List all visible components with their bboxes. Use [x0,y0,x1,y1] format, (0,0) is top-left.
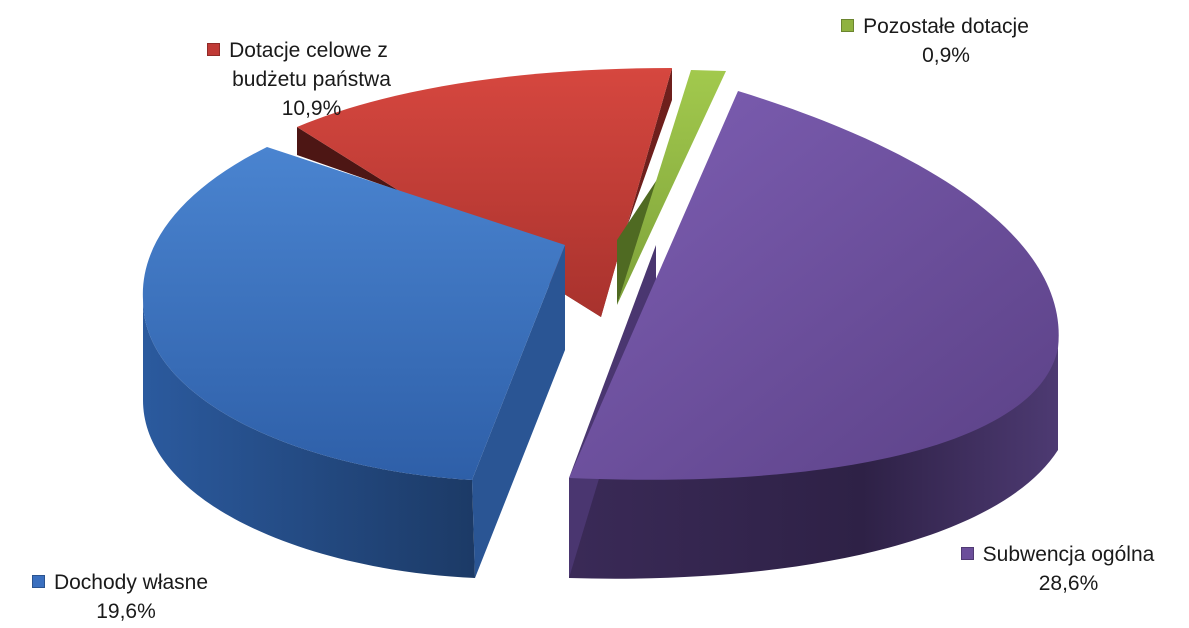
slice-dochody-wlasne-side-right [472,245,565,578]
slice-pozostale-dotacje [617,70,726,305]
label-dochody-wlasne-row: Dochody własne [0,568,240,597]
slice-pozostale-dotacje-top [617,70,726,305]
label-pozostale-dotacje: Pozostałe dotacje 0,9% [770,12,1100,70]
legend-marker-red [207,43,221,56]
label-subwencja-ogolna-text: Subwencja ogólna [982,543,1155,566]
label-dotacje-celowe: Dotacje celowe z budżetu państwa 10,9% [120,36,475,123]
label-dotacje-celowe-value: 10,9% [281,97,342,120]
legend-marker-purple [960,547,974,560]
label-pozostale-dotacje-value: 0,9% [922,44,970,67]
label-subwencja-ogolna-row: Subwencja ogólna [930,540,1185,569]
label-pozostale-dotacje-text: Pozostałe dotacje [863,15,1029,38]
slice-dochody-wlasne-top [142,147,565,480]
label-pozostale-dotacje-row: Pozostałe dotacje [770,12,1100,41]
slice-dochody-wlasne-side [143,300,475,578]
slice-dotacje-celowe-top [297,68,672,317]
label-subwencja-ogolna-value: 28,6% [1038,572,1099,595]
slice-subwencja-ogolna-top [569,91,1059,480]
legend-marker-blue [31,575,45,588]
label-dotacje-celowe-line2: budżetu państwa [232,68,391,91]
label-dochody-wlasne-text: Dochody własne [53,571,209,594]
label-dotacje-celowe-line1: Dotacje celowe z [229,39,388,62]
legend-marker-green [841,19,855,32]
slice-subwencja-ogolna-side [569,348,1058,579]
slice-dochody-wlasne [142,147,565,578]
label-dotacje-celowe-line1-row: Dotacje celowe z [120,36,475,65]
label-dochody-wlasne: Dochody własne 19,6% [0,568,240,626]
label-dochody-wlasne-value: 19,6% [96,600,156,623]
slice-subwencja-ogolna [569,91,1059,579]
label-subwencja-ogolna: Subwencja ogólna 28,6% [930,540,1185,598]
